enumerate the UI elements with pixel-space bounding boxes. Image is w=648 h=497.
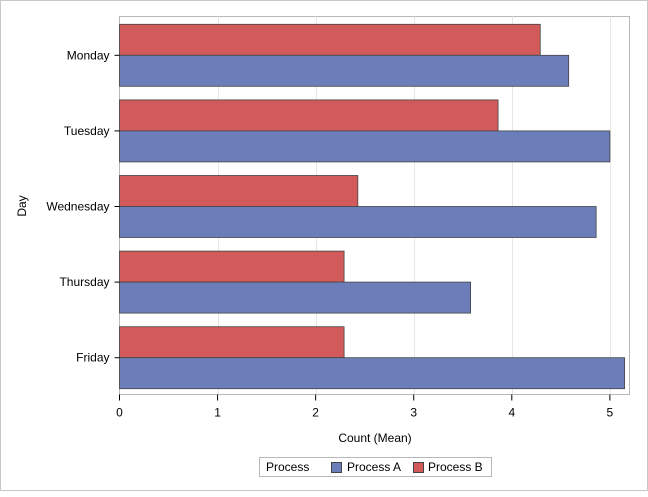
x-tick-label: 3	[410, 406, 417, 420]
bar-process-a-friday	[119, 357, 625, 390]
y-tick-label: Wednesday	[46, 200, 109, 214]
x-axis-title: Count (Mean)	[338, 431, 411, 445]
legend-title: Process	[266, 460, 309, 474]
bar-process-b-monday	[119, 23, 541, 56]
x-tick-label: 0	[116, 406, 123, 420]
legend-swatch-process-a	[331, 462, 342, 473]
bar-process-b-tuesday	[119, 99, 499, 132]
y-tick-label: Monday	[67, 48, 110, 62]
legend: Process Process A Process B	[259, 457, 492, 477]
legend-swatch-process-b	[413, 462, 424, 473]
bars	[119, 23, 625, 390]
bar-process-b-thursday	[119, 250, 345, 283]
legend-label-process-b: Process B	[428, 460, 483, 474]
bar-process-a-monday	[119, 54, 570, 87]
x-tick-label: 4	[508, 406, 515, 420]
y-tick-label: Friday	[76, 351, 109, 365]
x-tick-label: 5	[607, 406, 614, 420]
y-axis-title: Day	[15, 195, 29, 216]
x-axis: 0 1 2 3 4 5	[116, 394, 614, 420]
legend-frame	[259, 457, 492, 477]
y-tick-label: Tuesday	[64, 124, 110, 138]
bar-process-b-friday	[119, 326, 345, 359]
bar-process-a-tuesday	[119, 130, 611, 163]
legend-label-process-a: Process A	[347, 460, 401, 474]
y-axis: Monday Tuesday Wednesday Thursday Friday	[46, 48, 120, 365]
bar-process-b-wednesday	[119, 175, 359, 207]
x-tick-label: 2	[312, 406, 319, 420]
x-tick-label: 1	[214, 406, 221, 420]
bar-process-a-thursday	[119, 281, 472, 314]
y-tick-label: Thursday	[59, 275, 109, 289]
bar-process-a-wednesday	[119, 206, 597, 238]
